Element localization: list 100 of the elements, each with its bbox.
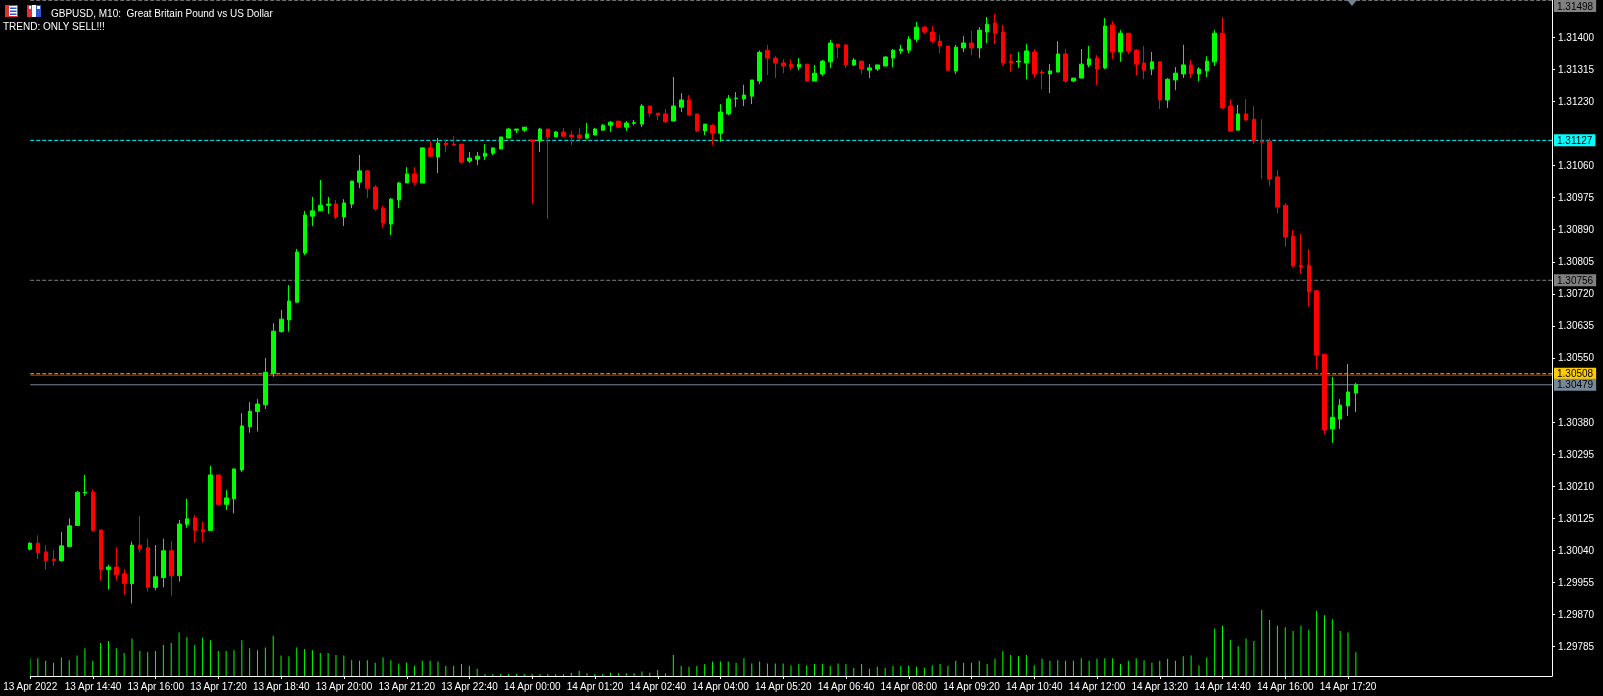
candlestick bbox=[514, 128, 519, 134]
candlestick bbox=[146, 538, 150, 592]
candlestick bbox=[875, 64, 880, 72]
candlestick bbox=[522, 126, 527, 133]
candlestick bbox=[1001, 24, 1005, 67]
candlestick bbox=[1134, 48, 1139, 76]
candlestick bbox=[836, 43, 840, 59]
ref-line-label: 1.31498 bbox=[1557, 0, 1594, 12]
candlestick bbox=[1009, 53, 1013, 73]
candlestick bbox=[28, 541, 32, 551]
candlestick bbox=[1150, 51, 1154, 76]
candlestick bbox=[130, 541, 134, 605]
x-tick-label: 14 Apr 02:40 bbox=[629, 680, 687, 692]
candlestick bbox=[326, 196, 331, 215]
candlestick bbox=[710, 123, 715, 146]
candlestick bbox=[1197, 66, 1201, 82]
candlestick bbox=[797, 57, 801, 71]
candlestick bbox=[828, 39, 833, 69]
candlestick bbox=[248, 401, 252, 434]
candlestick bbox=[52, 549, 56, 567]
candlestick bbox=[1079, 48, 1084, 79]
y-tick-label: 1.31315 bbox=[1558, 63, 1595, 75]
y-tick-label: 1.31230 bbox=[1558, 95, 1595, 107]
candlestick bbox=[357, 154, 362, 189]
candlestick bbox=[1267, 137, 1272, 187]
candlestick bbox=[569, 130, 574, 146]
candlestick bbox=[1244, 98, 1248, 122]
x-tick-label: 14 Apr 00:00 bbox=[503, 680, 562, 692]
candlestick bbox=[334, 199, 338, 220]
candlestick bbox=[420, 147, 425, 184]
candlestick bbox=[993, 13, 997, 45]
candlestick bbox=[1314, 289, 1319, 370]
candlestick bbox=[1165, 77, 1170, 109]
candlestick bbox=[601, 123, 605, 131]
candlestick bbox=[1275, 169, 1280, 214]
candlestick bbox=[1071, 77, 1076, 83]
x-tick-label: 13 Apr 18:40 bbox=[252, 680, 311, 692]
candlestick bbox=[99, 529, 103, 582]
candlestick bbox=[632, 119, 636, 126]
candlestick bbox=[852, 57, 856, 67]
candlestick bbox=[1291, 229, 1295, 268]
candlestick bbox=[820, 59, 825, 77]
candlestick bbox=[687, 94, 691, 116]
candlestick bbox=[381, 205, 385, 229]
candlestick bbox=[1118, 29, 1123, 63]
candlestick bbox=[1212, 29, 1217, 67]
candlestick bbox=[1095, 54, 1099, 86]
candlestick bbox=[201, 521, 205, 543]
candlestick bbox=[1048, 63, 1052, 94]
x-tick-label: 14 Apr 06:40 bbox=[817, 680, 875, 692]
candlestick bbox=[365, 169, 370, 199]
candlestick bbox=[36, 534, 40, 560]
candlestick bbox=[1260, 118, 1264, 180]
candlestick bbox=[679, 92, 684, 113]
candlestick bbox=[67, 517, 72, 548]
candlestick bbox=[1142, 45, 1146, 80]
candlestick bbox=[1346, 363, 1350, 417]
candlestick bbox=[1126, 32, 1131, 55]
candlestick bbox=[193, 514, 197, 543]
x-tick-label: 13 Apr 14:40 bbox=[64, 680, 122, 692]
candlestick bbox=[624, 120, 629, 132]
candlestick bbox=[350, 180, 354, 209]
x-tick-label: 13 Apr 16:00 bbox=[127, 680, 185, 692]
candlestick bbox=[1189, 59, 1193, 79]
candlestick bbox=[44, 544, 48, 571]
candlestick bbox=[883, 55, 888, 67]
candlestick bbox=[781, 58, 786, 74]
candlestick bbox=[616, 120, 621, 129]
candlestick bbox=[554, 130, 558, 138]
candlestick bbox=[1338, 398, 1342, 430]
candlestick bbox=[405, 166, 409, 184]
x-tick-label: 14 Apr 12:00 bbox=[1068, 680, 1126, 692]
x-tick-label: 13 Apr 21:20 bbox=[378, 680, 436, 692]
candlestick bbox=[585, 122, 589, 140]
candlestick bbox=[726, 94, 731, 116]
candlestick bbox=[216, 474, 221, 506]
candlestick bbox=[1220, 16, 1225, 110]
candlestick bbox=[608, 120, 613, 133]
candlestick bbox=[946, 45, 950, 72]
candlestick bbox=[295, 248, 299, 303]
candlestick bbox=[656, 112, 660, 121]
candlestick bbox=[255, 398, 260, 433]
candlestick bbox=[640, 103, 644, 128]
candlestick bbox=[1299, 233, 1303, 275]
x-tick-label: 13 Apr 22:40 bbox=[441, 680, 499, 692]
candlestick bbox=[106, 564, 111, 591]
candlestick bbox=[1024, 43, 1029, 80]
candlestick bbox=[1032, 48, 1037, 79]
candlestick bbox=[757, 50, 762, 85]
candlestick bbox=[1252, 105, 1256, 145]
y-tick-label: 1.31400 bbox=[1558, 31, 1595, 43]
y-tick-label: 1.30125 bbox=[1558, 512, 1595, 524]
candlestick bbox=[1228, 98, 1233, 133]
candlestick bbox=[122, 568, 127, 596]
candlestick bbox=[444, 139, 448, 153]
candlestick bbox=[1016, 51, 1021, 69]
candlestick bbox=[59, 531, 64, 563]
ref-line-label: 1.30756 bbox=[1557, 274, 1594, 286]
candlestick bbox=[114, 546, 119, 582]
candlestick bbox=[491, 147, 495, 156]
